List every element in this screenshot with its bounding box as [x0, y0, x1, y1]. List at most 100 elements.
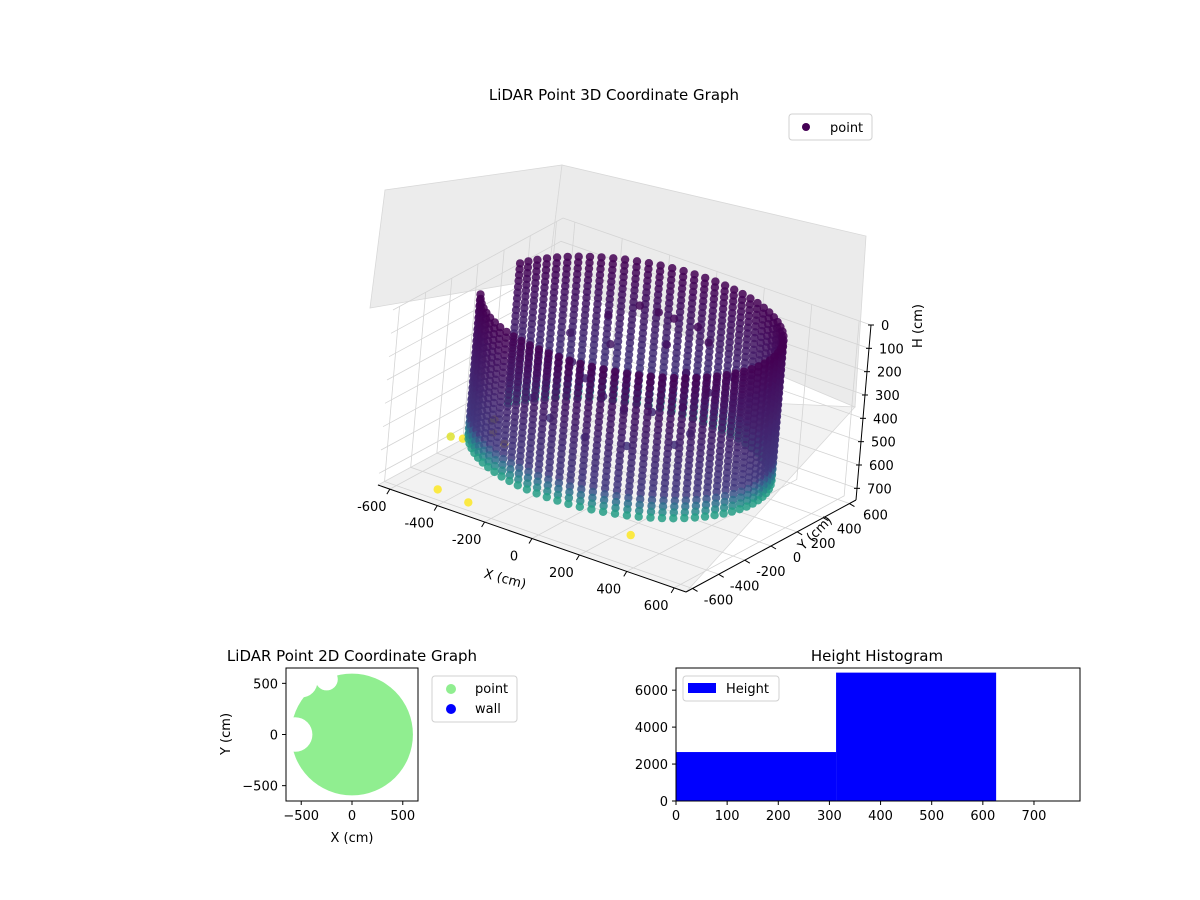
y-tick-label-3d: 600	[863, 509, 888, 524]
legend-3d-label: point	[830, 121, 863, 136]
x-tick-label-histogram: 700	[1022, 809, 1047, 824]
chart-2d: LiDAR Point 2D Coordinate Graph −500 0 500…	[219, 647, 518, 846]
point-3d	[654, 308, 663, 317]
y-tick-label-3d: 200	[811, 537, 836, 552]
point-3d	[710, 511, 719, 520]
axes-frame-histogram	[675, 667, 1081, 802]
z-tick-label-3d: 700	[867, 482, 892, 497]
y-tick-label-histogram: 6000	[635, 684, 668, 699]
y-tick-3d	[770, 545, 777, 550]
x-tick-3d	[433, 505, 438, 511]
z-tick-label-3d: 300	[875, 389, 900, 404]
y-tick-label-histogram: 2000	[635, 758, 668, 773]
z-tick-label-3d: 400	[873, 412, 898, 427]
y-tick-label-histogram: 0	[660, 795, 668, 810]
y-tick-3d	[744, 559, 751, 564]
points-3d	[433, 252, 788, 540]
point-3d	[433, 485, 442, 494]
point-3d	[606, 340, 615, 349]
legend-2d-point-label: point	[475, 682, 508, 697]
gap-2d	[286, 717, 313, 752]
y-tick-label-2d: 0	[270, 729, 278, 744]
x-tick-label-3d: 400	[596, 582, 621, 597]
x-tick-label-histogram: 600	[970, 809, 995, 824]
legend-histogram-swatch	[688, 683, 716, 693]
point-3d	[522, 485, 532, 494]
point-3d	[505, 476, 514, 486]
legend-3d-marker	[802, 123, 810, 131]
y-axis-label-2d: Y (cm)	[219, 713, 234, 756]
chart-3d-title: LiDAR Point 3D Coordinate Graph	[489, 86, 739, 104]
grid-line-y	[410, 292, 719, 575]
y-tick-3d	[823, 517, 829, 522]
point-3d	[727, 507, 737, 516]
point-3d	[634, 512, 643, 521]
y-tick-label-3d: -400	[730, 579, 760, 594]
point-3d	[662, 340, 671, 349]
point-3d	[484, 463, 493, 472]
point-3d	[626, 530, 635, 540]
x-tick-3d	[386, 488, 391, 495]
legend-histogram-label: Height	[726, 682, 769, 697]
plot-area-2d	[286, 668, 413, 796]
chart-histogram: Height Histogram 0 100 200 300 400 500 600 7000…	[635, 647, 1081, 824]
x-tick-label-2d: 500	[390, 809, 415, 824]
legend-histogram: Height	[682, 675, 780, 702]
grid-line-y	[384, 306, 693, 589]
legend-3d: point	[788, 113, 873, 141]
point-3d	[693, 322, 703, 332]
point-3d	[690, 513, 700, 522]
point-3d	[604, 310, 613, 320]
chart-2d-title: LiDAR Point 2D Coordinate Graph	[227, 647, 477, 665]
x-tick-3d	[623, 571, 628, 577]
x-tick-label-histogram: 200	[766, 809, 791, 824]
x-axis-label-2d: X (cm)	[331, 831, 374, 846]
point-3d	[669, 514, 678, 523]
point-3d	[446, 432, 455, 441]
y-tick-label-3d: -600	[704, 593, 734, 608]
legend-2d: point wall	[431, 675, 518, 723]
z-axis-line-3d	[855, 324, 872, 501]
ticks-2d: −500 0 500 −500 0 500	[242, 677, 415, 824]
histogram-bars	[676, 672, 997, 801]
x-tick-label-3d: 600	[644, 599, 669, 614]
point-3d	[575, 502, 584, 511]
gap-2d	[315, 668, 338, 691]
y-tick-3d	[718, 573, 724, 578]
x-tick-label-histogram: 0	[672, 809, 680, 824]
histogram-bar	[836, 672, 997, 801]
point-3d	[566, 328, 575, 337]
point-3d	[490, 467, 499, 477]
point-3d	[564, 499, 573, 509]
point-3d	[622, 511, 632, 520]
point-3d	[657, 513, 667, 523]
point-3d	[680, 513, 689, 523]
point-3d	[669, 314, 679, 323]
point-3d	[704, 338, 713, 347]
point-3d	[513, 481, 522, 490]
point-3d	[542, 492, 551, 502]
z-tick-label-3d: 500	[871, 436, 896, 451]
grid-line-y	[436, 278, 745, 561]
x-tick-label-histogram: 500	[919, 809, 944, 824]
x-tick-label-2d: −500	[283, 809, 319, 824]
y-tick-3d	[796, 531, 803, 536]
grid-line-z	[392, 217, 872, 326]
x-tick-3d	[670, 587, 675, 594]
y-tick-label-3d: 400	[837, 523, 862, 538]
x-tick-3d	[528, 538, 533, 544]
point-3d	[610, 509, 620, 518]
point-3d	[497, 472, 506, 481]
x-tick-label-3d: -400	[404, 517, 434, 532]
x-tick-label-3d: 200	[549, 566, 574, 581]
x-tick-label-2d: 0	[348, 809, 356, 824]
point-3d	[700, 512, 710, 521]
point-3d	[735, 505, 744, 514]
x-tick-3d	[575, 554, 580, 561]
z-tick-label-3d: 600	[869, 459, 894, 474]
x-tick-label-histogram: 300	[817, 809, 842, 824]
point-3d	[646, 513, 655, 522]
x-tick-label-3d: -200	[452, 533, 482, 548]
chart-3d: LiDAR Point 3D Coordinate Graph -600-400…	[357, 86, 926, 614]
